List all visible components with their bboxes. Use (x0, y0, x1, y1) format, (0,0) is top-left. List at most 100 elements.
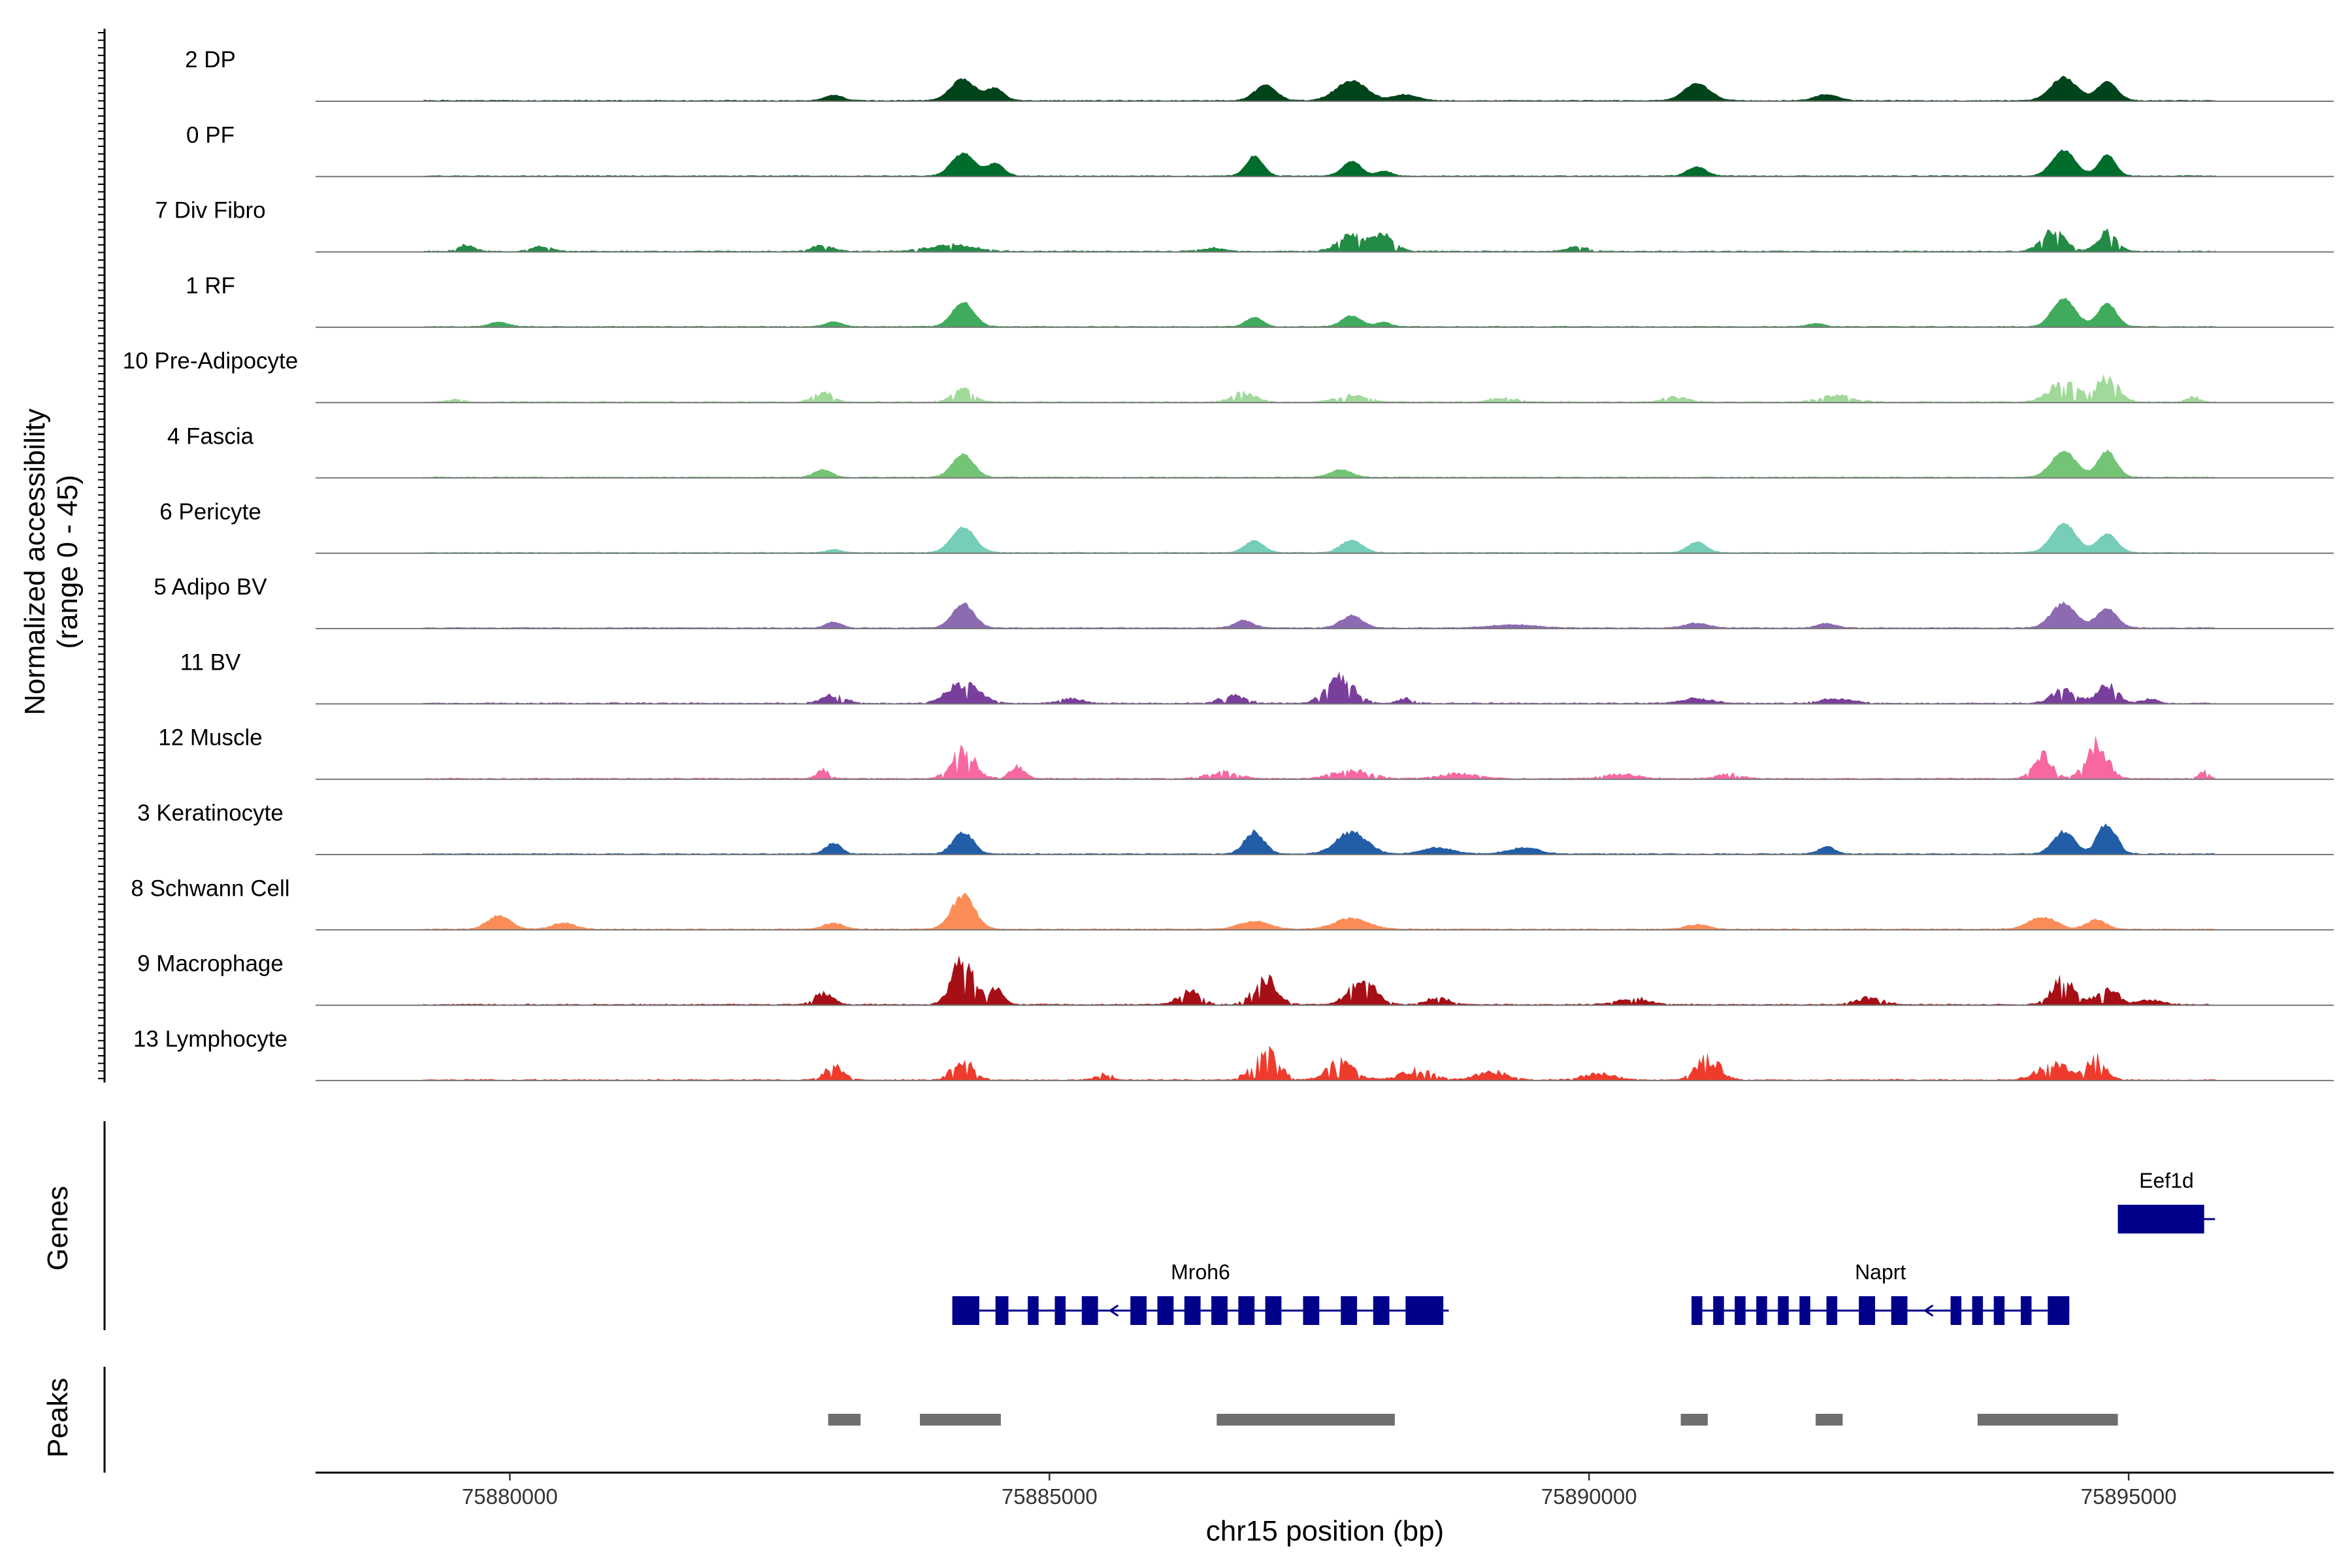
track-label: 10 Pre-Adipocyte (123, 348, 298, 374)
coverage-area-13-lymphocyte (423, 1045, 2215, 1081)
track-0-pf: 0 PF (186, 122, 2334, 178)
x-axis: 75880000 75885000 75890000 75895000 (316, 1471, 2334, 1509)
gene-exon (1373, 1296, 1390, 1325)
coverage-area-6-pericyte (423, 522, 2215, 554)
gene-annotation-track: Eef1d Mroh6 Naprt (952, 1169, 2215, 1325)
genes-track-title: Genes (42, 1186, 74, 1271)
coverage-area-0-pf (423, 149, 2215, 177)
gene-exon (1859, 1296, 1875, 1325)
track-label: 7 Div Fibro (155, 198, 265, 223)
gene-exon (1054, 1296, 1066, 1325)
gene-exon (1130, 1296, 1147, 1325)
gene-exon (1735, 1296, 1746, 1325)
track-6-pericyte: 6 Pericyte (159, 499, 2334, 554)
gene-mroh6: Mroh6 (952, 1260, 1449, 1325)
track-5-adipo-bv: 5 Adipo BV (154, 574, 2334, 630)
peak-region (828, 1414, 861, 1426)
gene-naprt: Naprt (1691, 1260, 2070, 1325)
x-tick-label: 75895000 (2081, 1484, 2177, 1509)
gene-exon (1713, 1296, 1724, 1325)
peak-region (1680, 1414, 1708, 1426)
track-4-fascia: 4 Fascia (167, 424, 2334, 479)
genes-track-label: Genes (42, 1186, 74, 1271)
gene-exon (2021, 1296, 2032, 1325)
gene-label: Naprt (1855, 1260, 1906, 1284)
coverage-area-4-fascia (423, 449, 2215, 478)
coverage-area-9-macrophage (423, 956, 2215, 1005)
gene-exon (1891, 1296, 1908, 1325)
track-label: 1 RF (186, 273, 235, 299)
coverage-area-7-div-fibro (423, 228, 2215, 252)
gene-exon (1303, 1296, 1320, 1325)
peak-region (920, 1414, 1001, 1426)
gene-exon (995, 1296, 1009, 1325)
track-label: 12 Muscle (158, 725, 263, 751)
x-tick-label: 75880000 (462, 1484, 558, 1509)
gene-exon (1405, 1296, 1444, 1325)
gene-exon (1265, 1296, 1282, 1325)
track-1-rf: 1 RF (186, 273, 2334, 328)
track-11-bv: 11 BV (180, 649, 2334, 705)
gene-exon (2048, 1296, 2070, 1325)
gene-eef1d: Eef1d (2117, 1169, 2215, 1233)
y-axis-title-line2: (range 0 - 45) (52, 475, 84, 649)
peak-region (1816, 1414, 1843, 1426)
track-label: 13 Lymphocyte (133, 1026, 287, 1052)
gene-exon (1799, 1296, 1810, 1325)
coverage-area-10-pre-adipocyte (423, 374, 2215, 403)
track-2-dp: 2 DP (185, 47, 2334, 102)
coverage-area-3-keratinocyte (423, 823, 2215, 855)
gene-exon (1950, 1296, 1962, 1325)
peak-region (1977, 1414, 2118, 1426)
coverage-area-5-adipo-bv (423, 601, 2215, 629)
peak-region (1217, 1414, 1395, 1426)
coverage-area-8-schwann-cell (423, 892, 2215, 930)
gene-exon (1691, 1296, 1703, 1325)
coverage-area-1-rf (423, 297, 2215, 328)
track-label: 11 BV (180, 649, 241, 675)
gene-exon (1756, 1296, 1767, 1325)
track-label: 9 Macrophage (137, 951, 284, 977)
peaks-track-label: Peaks (42, 1378, 74, 1458)
x-tick-label: 75885000 (1002, 1484, 1098, 1509)
peaks-track (828, 1414, 2118, 1426)
gene-exon (1341, 1296, 1358, 1325)
gene-exon (1028, 1296, 1039, 1325)
coverage-area-11-bv (423, 671, 2215, 704)
track-12-muscle: 12 Muscle (158, 725, 2334, 780)
gene-label: Eef1d (2139, 1169, 2194, 1192)
gene-exon (2117, 1205, 2204, 1233)
gene-exon (1184, 1296, 1201, 1325)
x-tick-label: 75890000 (1541, 1484, 1637, 1509)
track-label: 2 DP (185, 47, 236, 73)
left-axis-lines (98, 29, 106, 1473)
coverage-area-2-dp (423, 75, 2215, 102)
coverage-area-12-muscle (423, 736, 2215, 780)
track-label: 6 Pericyte (159, 499, 261, 525)
gene-exon (1972, 1296, 1984, 1325)
x-axis-title: chr15 position (bp) (1206, 1515, 1444, 1547)
track-label: 3 Keratinocyte (137, 800, 284, 826)
gene-exon (1778, 1296, 1789, 1325)
track-label: 0 PF (186, 122, 235, 148)
gene-exon (1993, 1296, 2005, 1325)
gene-exon (1826, 1296, 1838, 1325)
y-axis-title: Normalized accessibility (range 0 - 45) (19, 408, 84, 715)
strand-arrow-icon (1923, 1304, 1934, 1317)
track-10-pre-adipocyte: 10 Pre-Adipocyte (123, 348, 2334, 404)
track-9-macrophage: 9 Macrophage (137, 951, 2334, 1006)
track-7-div-fibro: 7 Div Fibro (155, 198, 2334, 253)
peaks-track-title: Peaks (42, 1378, 74, 1458)
gene-exon (952, 1296, 979, 1325)
strand-arrow-icon (1108, 1304, 1119, 1317)
gene-label: Mroh6 (1171, 1260, 1230, 1284)
coverage-tracks: 2 DP 0 PF 7 Div Fibro 1 RF 10 Pre-Adipocyte 4… (123, 47, 2334, 1081)
track-label: 5 Adipo BV (154, 574, 267, 600)
y-axis-title-line1: Normalized accessibility (19, 408, 51, 715)
gene-exon (1211, 1296, 1228, 1325)
gene-exon (1238, 1296, 1255, 1325)
track-label: 8 Schwann Cell (131, 875, 289, 901)
track-label: 4 Fascia (167, 424, 254, 449)
track-13-lymphocyte: 13 Lymphocyte (133, 1026, 2334, 1081)
